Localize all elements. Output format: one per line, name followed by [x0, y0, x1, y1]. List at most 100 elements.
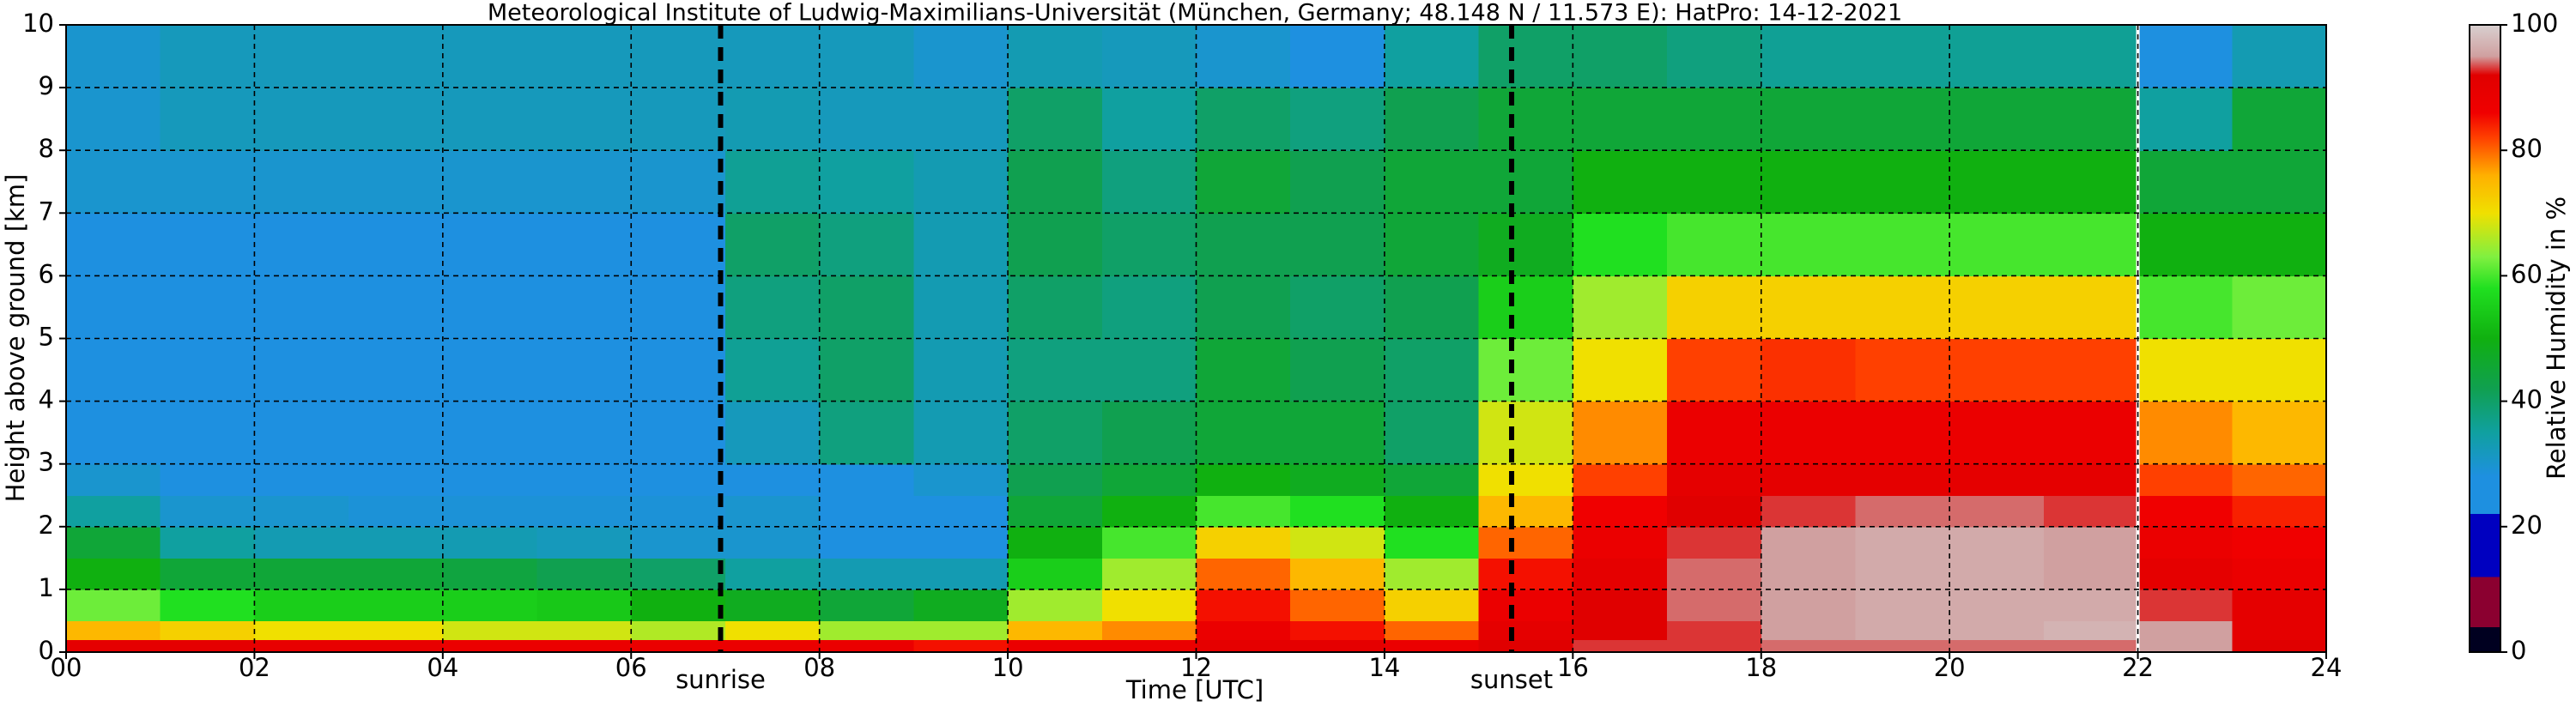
heatmap-cell	[631, 213, 726, 276]
heatmap-cell	[1478, 558, 1573, 590]
heatmap-cell	[631, 401, 726, 465]
heatmap-cell	[2137, 620, 2233, 640]
y-axis-label: Height above ground [km]	[1, 174, 30, 503]
heatmap-cell	[442, 275, 538, 340]
heatmap-cell	[1290, 25, 1385, 88]
heatmap-cell	[349, 639, 444, 653]
heatmap-cell	[2137, 463, 2233, 496]
heatmap-cell	[160, 401, 256, 465]
heatmap-cell	[1949, 25, 2045, 88]
heatmap-cell	[913, 589, 1009, 622]
heatmap-cell	[66, 275, 161, 340]
heatmap-cell	[160, 463, 256, 496]
heatmap-cell	[724, 338, 821, 402]
heatmap-cell	[1761, 401, 1857, 465]
heatmap-cell	[442, 338, 538, 402]
heatmap-cell	[2043, 463, 2139, 496]
heatmap-cell	[2232, 338, 2327, 402]
heatmap-cell	[1196, 150, 1291, 214]
heatmap-cell	[1667, 338, 1762, 402]
heatmap-cell	[1290, 463, 1385, 496]
heatmap-cell	[1478, 25, 1573, 88]
heatmap-cell	[1196, 463, 1291, 496]
heatmap-cell	[2137, 639, 2233, 653]
heatmap-cell	[1573, 526, 1668, 559]
heatmap-cell	[1478, 639, 1573, 653]
heatmap-cell	[631, 275, 726, 340]
heatmap-cell	[1101, 25, 1197, 88]
heatmap-cell	[1384, 620, 1480, 640]
heatmap-cell	[66, 463, 161, 496]
heatmap-cell	[160, 338, 256, 402]
heatmap-cell	[1478, 526, 1573, 559]
heatmap-cell	[631, 25, 726, 88]
heatmap-cell	[1573, 150, 1668, 214]
heatmap-cell	[1478, 213, 1573, 276]
x-tick-label: 24	[2311, 653, 2343, 682]
heatmap-cell	[1196, 88, 1291, 151]
heatmap-cell	[1855, 495, 1950, 528]
heatmap-cell	[631, 589, 726, 622]
heatmap-cell	[1573, 495, 1668, 528]
heatmap-cell	[1761, 338, 1857, 402]
heatmap-cell	[2137, 526, 2233, 559]
heatmap-cell	[1384, 25, 1480, 88]
heatmap-cell	[1008, 526, 1103, 559]
heatmap-cell	[1949, 495, 2045, 528]
heatmap-cell	[349, 213, 444, 276]
y-tick-label: 3	[39, 448, 54, 477]
heatmap-cell	[631, 338, 726, 402]
heatmap-cell	[66, 88, 161, 151]
heatmap-cell	[1667, 150, 1762, 214]
heatmap-cell	[1761, 558, 1857, 590]
heatmap-cell	[2043, 589, 2139, 622]
heatmap-cell	[1667, 463, 1762, 496]
heatmap-cell	[1667, 639, 1762, 653]
heatmap-cell	[913, 401, 1009, 465]
heatmap-cell	[1855, 463, 1950, 496]
heatmap-cell	[1101, 88, 1197, 151]
heatmap-cell	[1761, 88, 1857, 151]
heatmap-cell	[631, 620, 726, 640]
heatmap-cell	[1855, 275, 1950, 340]
heatmap-cell	[1761, 25, 1857, 88]
heatmap-cell	[536, 558, 632, 590]
heatmap-cell	[913, 620, 1009, 640]
y-tick-label: 2	[39, 511, 54, 540]
heatmap-cell	[2232, 495, 2327, 528]
heatmap-cell	[349, 338, 444, 402]
heatmap-cell	[913, 88, 1009, 151]
heatmap-cell	[1949, 275, 2045, 340]
heatmap-cell	[1478, 275, 1573, 340]
heatmap-cell	[349, 526, 444, 559]
heatmap-cell	[349, 495, 444, 528]
heatmap-cell	[819, 620, 914, 640]
heatmap-cell	[2043, 620, 2139, 640]
heatmap-cell	[724, 558, 821, 590]
heatmap-cell	[66, 401, 161, 465]
heatmap-cell	[1008, 401, 1103, 465]
heatmap-cell	[1573, 558, 1668, 590]
heatmap-cell	[913, 150, 1009, 214]
heatmap-cell	[160, 275, 256, 340]
heatmap-cell	[1949, 558, 2045, 590]
heatmap-cell	[1101, 589, 1197, 622]
heatmap-cell	[442, 526, 538, 559]
heatmap-cell	[536, 401, 632, 465]
heatmap-cell	[1101, 338, 1197, 402]
x-tick-label: 22	[2122, 653, 2154, 682]
heatmap-cell	[1290, 338, 1385, 402]
heatmap-cell	[2232, 213, 2327, 276]
heatmap-cell	[66, 558, 161, 590]
heatmap-cell	[1855, 338, 1950, 402]
heatmap-cell	[1101, 495, 1197, 528]
heatmap-cell	[254, 88, 349, 151]
heatmap-cell	[1855, 589, 1950, 622]
heatmap-cell	[1667, 558, 1762, 590]
heatmap-cell	[724, 88, 821, 151]
heatmap-cell	[536, 463, 632, 496]
heatmap-cell	[2232, 401, 2327, 465]
heatmap-cell	[631, 88, 726, 151]
heatmap-cell	[2232, 526, 2327, 559]
heatmap-cell	[254, 526, 349, 559]
